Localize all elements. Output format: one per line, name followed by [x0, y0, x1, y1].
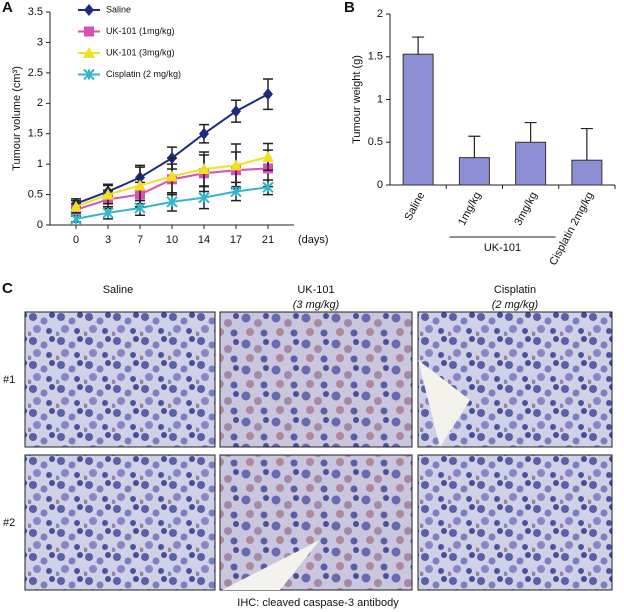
- x-tick-label: 21: [262, 234, 274, 246]
- column-title: Saline: [103, 284, 134, 296]
- x-axis-label: (days): [298, 234, 329, 246]
- x-tick-label: 1mg/kg: [456, 190, 484, 227]
- point: [230, 185, 242, 198]
- tissue-gap: [418, 360, 470, 447]
- x-tick-label: 10: [166, 234, 178, 246]
- column-title: Cisplatin: [494, 284, 536, 296]
- point: [199, 127, 209, 140]
- y-tick-label: 2: [37, 97, 43, 109]
- bar: [402, 53, 434, 186]
- x-tick-label: 0: [73, 234, 79, 246]
- micrograph: [219, 311, 413, 448]
- micrograph: [24, 311, 216, 448]
- point: [262, 181, 274, 193]
- y-axis-label: Tumour volume (cm³): [11, 66, 23, 171]
- point: [263, 88, 273, 101]
- bar: [458, 157, 490, 186]
- x-tick-label: 7: [137, 234, 143, 246]
- column-subtitle: (3 mg/kg): [293, 299, 340, 311]
- y-tick-label: 0.5: [28, 188, 43, 200]
- legend-label: UK-101 (3mg/kg): [106, 47, 175, 57]
- error-bar: [524, 121, 537, 143]
- point: [166, 196, 178, 208]
- y-tick-label: 3: [37, 36, 43, 48]
- x-tick-label: 3mg/kg: [512, 190, 540, 227]
- y-tick-label: 1.5: [28, 128, 43, 140]
- point: [102, 207, 114, 219]
- point: [134, 179, 146, 191]
- micrograph: [219, 454, 413, 591]
- point: [70, 213, 82, 225]
- y-tick-label: 3.5: [28, 6, 43, 18]
- y-tick-label: 0: [377, 179, 383, 191]
- panel-label: B: [344, 0, 355, 16]
- point: [70, 200, 82, 212]
- y-tick-label: 0: [37, 219, 43, 231]
- point: [231, 105, 241, 118]
- caption: IHC: cleaved caspase-3 antibody: [237, 597, 399, 609]
- row-label: #2: [3, 517, 15, 529]
- error-bar: [412, 36, 425, 55]
- column-subtitle: (2 mg/kg): [492, 299, 539, 311]
- point: [262, 150, 274, 162]
- error-bar: [468, 135, 481, 158]
- point: [134, 202, 146, 214]
- y-axis-label: Tumour weight (g): [351, 55, 363, 144]
- legend-marker: [83, 47, 95, 58]
- x-tick-label: 3: [105, 234, 111, 246]
- x-tick-label: 17: [230, 234, 242, 246]
- y-tick-label: 1: [377, 93, 383, 105]
- y-tick-label: 2.5: [28, 67, 43, 79]
- legend-label: UK-101 (1mg/kg): [106, 26, 175, 36]
- panel-label: A: [2, 0, 13, 16]
- micrograph: [417, 454, 613, 591]
- panel-label: C: [2, 280, 13, 297]
- point: [230, 159, 242, 171]
- y-tick-label: 1.5: [368, 51, 383, 63]
- legend-label: Cisplatin (2 mg/kg): [106, 69, 181, 79]
- bar: [515, 141, 547, 186]
- legend-label: Saline: [106, 4, 131, 14]
- y-tick-label: 0.5: [368, 136, 383, 148]
- x-tick-label: 14: [198, 234, 210, 246]
- point: [102, 188, 114, 200]
- group-label: UK-101: [484, 242, 521, 254]
- micrographs: [24, 311, 613, 591]
- legend-marker: [84, 4, 94, 16]
- point: [166, 170, 178, 182]
- micrograph: [24, 454, 216, 591]
- point: [198, 191, 210, 204]
- error-bar: [580, 127, 593, 161]
- x-tick-label: Saline: [402, 190, 427, 223]
- x-tick-label: Cisplatin 2mg/kg: [547, 190, 596, 267]
- y-tick-label: 1: [37, 158, 43, 170]
- column-title: UK-101: [297, 284, 334, 296]
- bar: [571, 159, 603, 186]
- legend-marker: [84, 26, 94, 37]
- y-tick-label: 2: [377, 8, 383, 20]
- tissue-gap: [222, 540, 320, 590]
- point: [198, 163, 210, 175]
- legend-marker: [83, 68, 95, 81]
- row-label: #1: [3, 374, 15, 386]
